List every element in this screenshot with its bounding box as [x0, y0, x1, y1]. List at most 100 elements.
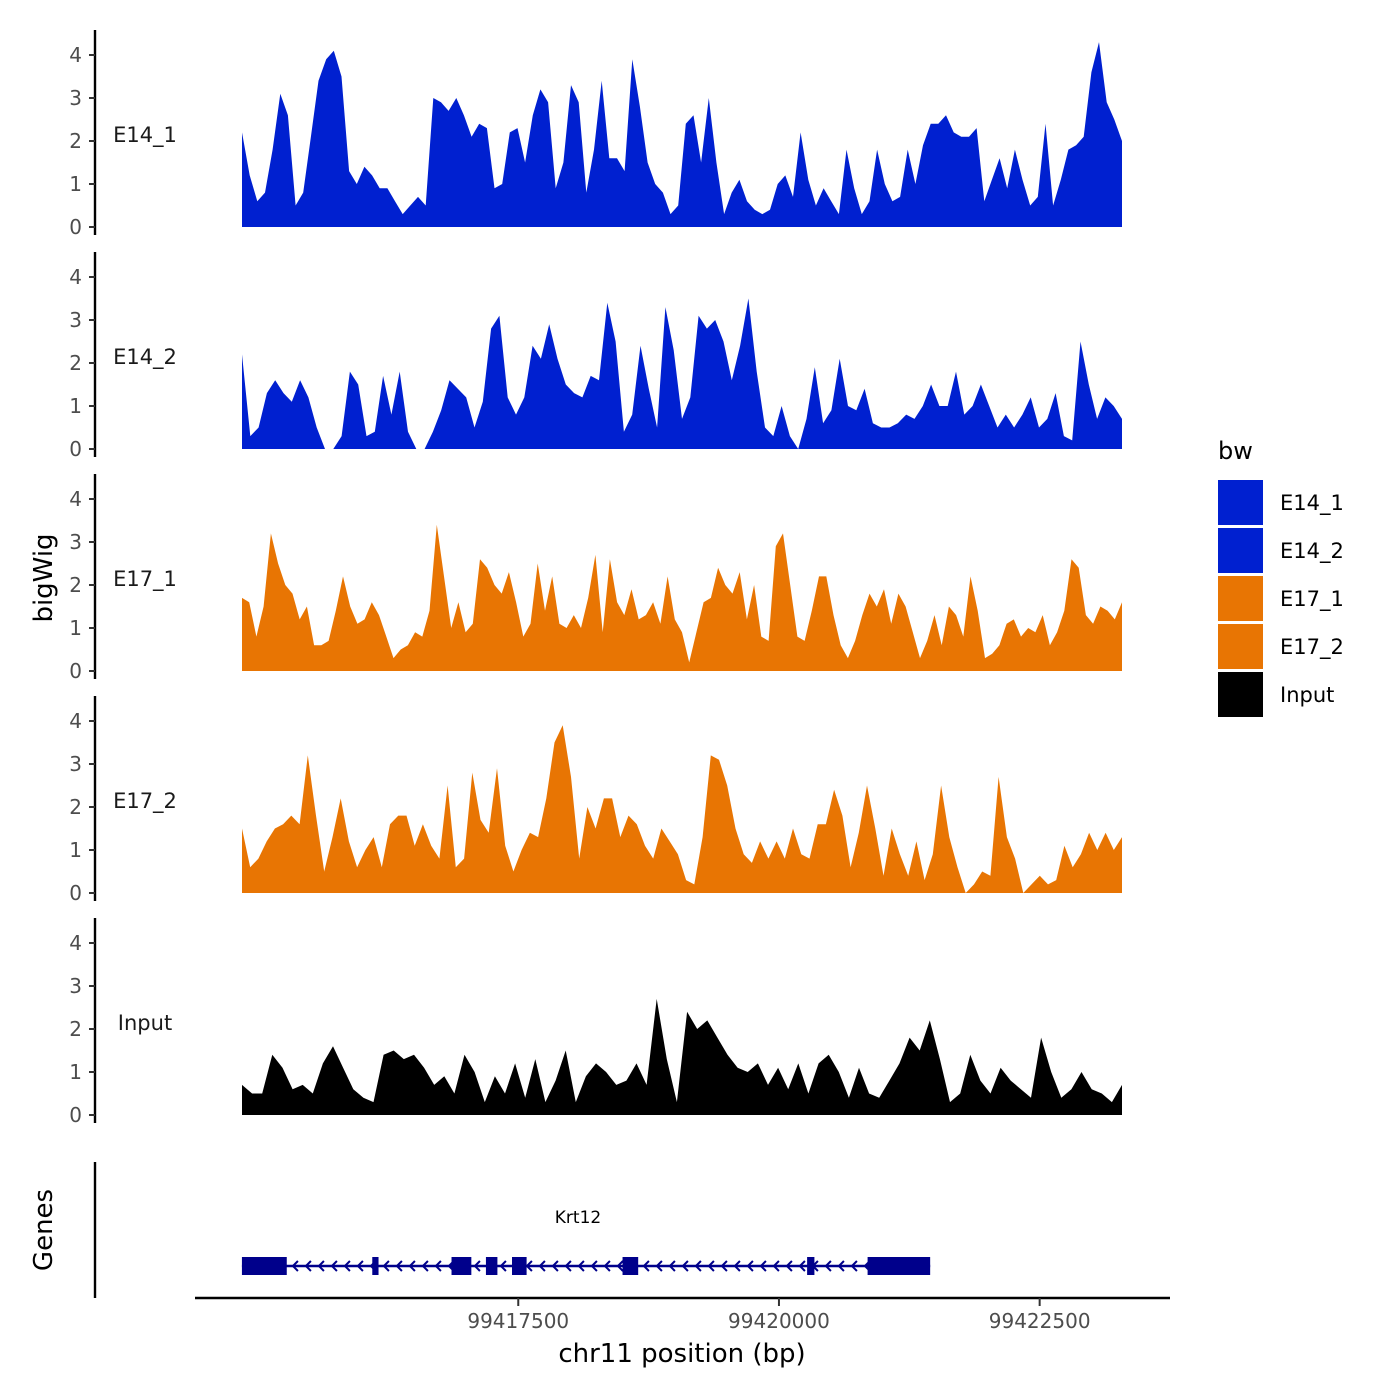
gene-exon	[451, 1257, 472, 1275]
strand-arrow	[421, 1260, 429, 1272]
y-tick-label: 1	[69, 172, 82, 196]
strand-arrow	[525, 1260, 533, 1272]
strand-arrow	[850, 1260, 858, 1272]
strand-arrow	[668, 1260, 676, 1272]
strand-arrow	[499, 1260, 507, 1272]
strand-arrow	[707, 1260, 715, 1272]
gene-exon	[241, 1257, 287, 1275]
strand-arrow	[720, 1260, 728, 1272]
x-tick-label: 99420000	[728, 1309, 830, 1333]
legend-label: E14_2	[1280, 539, 1344, 564]
coverage-area-e17_2	[242, 725, 1122, 893]
legend-swatch	[1218, 480, 1263, 525]
y-tick-label: 3	[69, 308, 82, 332]
legend-swatch	[1218, 672, 1263, 717]
track-label: E17_2	[113, 789, 177, 814]
strand-arrow	[824, 1260, 832, 1272]
legend-swatch	[1218, 624, 1263, 669]
y-tick-label: 4	[69, 709, 82, 733]
y-tick-label: 4	[69, 43, 82, 67]
strand-arrow	[642, 1260, 650, 1272]
gene-exon	[512, 1257, 527, 1275]
y-tick-label: 0	[69, 1103, 82, 1127]
strand-arrow	[317, 1260, 325, 1272]
y-tick-label: 0	[69, 215, 82, 239]
legend-label: Input	[1280, 683, 1334, 707]
strand-arrow	[681, 1260, 689, 1272]
y-tick-label: 2	[69, 1017, 82, 1041]
coverage-area-e14_1	[242, 42, 1122, 227]
strand-arrow	[408, 1260, 416, 1272]
strand-arrow	[655, 1260, 663, 1272]
y-tick-label: 0	[69, 437, 82, 461]
gene-exon	[622, 1257, 639, 1275]
x-axis: 99417500 99420000 99422500 chr11 position …	[195, 1296, 1170, 1369]
strand-arrow	[538, 1260, 546, 1272]
legend-swatch	[1218, 576, 1263, 621]
y-tick-label: 4	[69, 265, 82, 289]
y-tick-label: 4	[69, 931, 82, 955]
strand-arrow	[330, 1260, 338, 1272]
strand-arrow	[759, 1260, 767, 1272]
legend-swatch	[1218, 528, 1263, 573]
strand-arrow	[304, 1260, 312, 1272]
legend-label: E17_2	[1280, 635, 1344, 660]
y-tick-label: 3	[69, 974, 82, 998]
y-tick-label: 1	[69, 1060, 82, 1084]
coverage-area-input	[242, 998, 1122, 1115]
gene-panel: Genes Krt12	[29, 1162, 931, 1298]
strand-arrow	[798, 1260, 806, 1272]
y-axis-title: bigWig	[29, 533, 59, 622]
y-tick-label: 3	[69, 530, 82, 554]
x-axis-title: chr11 position (bp)	[558, 1339, 805, 1369]
y-tick-label: 1	[69, 616, 82, 640]
y-tick-label: 1	[69, 394, 82, 418]
y-tick-label: 4	[69, 487, 82, 511]
legend: bw E14_1 E14_2 E17_1 E17_2 Input	[1218, 437, 1344, 717]
y-tick-label: 0	[69, 881, 82, 905]
strand-arrow	[577, 1260, 585, 1272]
strand-arrow	[733, 1260, 741, 1272]
y-tick-label: 0	[69, 659, 82, 683]
legend-items: E14_1 E14_2 E17_1 E17_2 Input	[1218, 480, 1344, 717]
gene-name-label: Krt12	[555, 1208, 601, 1228]
strand-arrow	[772, 1260, 780, 1272]
y-tick-label: 3	[69, 752, 82, 776]
track-input: 0 1 2 3 4 Input	[69, 918, 1122, 1127]
track-label: E14_2	[113, 345, 177, 370]
legend-label: E17_1	[1280, 587, 1344, 612]
legend-title: bw	[1218, 437, 1253, 465]
strand-arrow	[603, 1260, 611, 1272]
gene-exon	[485, 1257, 498, 1275]
track-e14_2: 0 1 2 3 4 E14_2	[69, 252, 1122, 461]
strand-arrow	[746, 1260, 754, 1272]
x-tick-label: 99422500	[989, 1309, 1091, 1333]
track-label: Input	[118, 1011, 172, 1035]
y-tick-label: 2	[69, 795, 82, 819]
x-axis-ticks: 99417500 99420000 99422500	[467, 1298, 1091, 1333]
strand-arrow	[343, 1260, 351, 1272]
coverage-area-e14_2	[242, 298, 1122, 449]
strand-arrow	[382, 1260, 390, 1272]
gene-exon	[867, 1257, 931, 1275]
gene-exon	[372, 1257, 379, 1275]
track-e17_1: 0 1 2 3 4 E17_1	[69, 474, 1122, 683]
y-tick-label: 2	[69, 573, 82, 597]
strand-arrow	[694, 1260, 702, 1272]
strand-arrow	[434, 1260, 442, 1272]
strand-arrow	[473, 1260, 481, 1272]
legend-label: E14_1	[1280, 491, 1344, 516]
coverage-area-e17_1	[242, 524, 1122, 671]
strand-arrow	[837, 1260, 845, 1272]
x-tick-label: 99417500	[467, 1309, 569, 1333]
y-tick-label: 3	[69, 86, 82, 110]
track-e14_1: 0 1 2 3 4 E14_1	[69, 30, 1122, 239]
strand-arrow	[291, 1260, 299, 1272]
genes-axis-title: Genes	[29, 1189, 59, 1271]
gene-model-krt12	[241, 1257, 931, 1275]
strand-arrow	[356, 1260, 364, 1272]
track-label: E17_1	[113, 567, 177, 592]
y-tick-label: 1	[69, 838, 82, 862]
y-tick-label: 2	[69, 351, 82, 375]
